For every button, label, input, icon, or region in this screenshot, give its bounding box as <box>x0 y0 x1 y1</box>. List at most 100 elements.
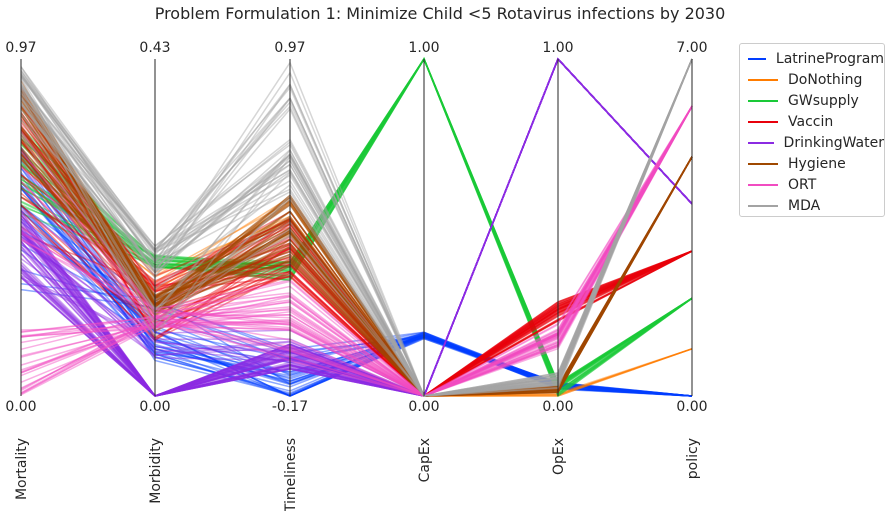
series-latrineprogram-line <box>20 172 693 397</box>
series-mda-line <box>20 58 693 397</box>
series-hygiene-line <box>20 95 693 397</box>
series-hygiene-line <box>20 113 693 397</box>
series-gwsupply-line <box>20 57 693 387</box>
series-gwsupply-line <box>20 57 693 398</box>
series-hygiene-line <box>20 93 693 397</box>
series-mda-line <box>20 58 693 397</box>
series-latrineprogram-line <box>20 155 693 397</box>
series-vaccin-line <box>20 104 693 397</box>
series-drinkingwater-line <box>20 57 693 397</box>
series-vaccin-line <box>20 86 693 397</box>
series-hygiene-line <box>20 133 693 397</box>
series-donothing-line <box>20 177 693 397</box>
series-gwsupply-line <box>20 57 693 385</box>
series-mda-line <box>20 58 693 397</box>
series-mda-line <box>20 58 693 397</box>
series-drinkingwater-line <box>20 57 693 397</box>
series-drinkingwater-line <box>20 57 693 397</box>
series-latrineprogram-line <box>20 164 693 397</box>
series-ort-line <box>20 105 693 397</box>
series-gwsupply-line <box>20 57 693 387</box>
series-gwsupply-line <box>20 57 693 395</box>
series-ort-line <box>20 105 693 397</box>
series-ort-line <box>20 105 693 397</box>
series-mda-line <box>20 58 693 397</box>
series-latrineprogram-line <box>20 147 693 397</box>
series-drinkingwater-line <box>20 57 693 397</box>
axis-max-label-policy: 7.00 <box>676 40 707 56</box>
axis-min-label-opex: 0.00 <box>542 399 573 415</box>
series-hygiene-line <box>20 98 693 397</box>
series-latrineprogram-lines <box>20 146 693 397</box>
series-drinkingwater-line <box>20 57 693 397</box>
series-hygiene-line <box>20 100 693 397</box>
series-latrineprogram-line <box>20 204 693 397</box>
series-drinkingwater-line <box>20 57 693 397</box>
series-vaccin-line <box>20 210 693 397</box>
series-latrineprogram-line <box>20 204 693 397</box>
series-gwsupply-line <box>20 57 693 390</box>
series-vaccin-line <box>20 129 693 397</box>
series-ort-line <box>20 105 693 397</box>
series-vaccin-line <box>20 89 693 397</box>
series-hygiene-line <box>20 90 693 397</box>
series-mda-line <box>20 58 693 397</box>
series-vaccin-line <box>20 128 693 398</box>
series-drinkingwater-line <box>20 57 693 397</box>
series-latrineprogram-line <box>20 217 693 397</box>
series-ort-line <box>20 105 693 397</box>
legend-item-hygiene: Hygiene <box>748 153 884 174</box>
series-mda-line <box>20 58 693 397</box>
series-drinkingwater-line <box>20 57 693 397</box>
series-ort-line <box>20 105 693 397</box>
series-hygiene-line <box>20 94 693 397</box>
series-drinkingwater-line <box>20 57 693 397</box>
series-latrineprogram-line <box>20 282 693 397</box>
series-latrineprogram-line <box>20 150 693 397</box>
series-mda-line <box>20 58 693 397</box>
series-mda-line <box>20 58 693 397</box>
series-drinkingwater-line <box>20 57 693 397</box>
axis-name-mortality: Mortality <box>14 438 30 500</box>
series-latrineprogram-line <box>20 204 693 397</box>
series-ort-line <box>20 105 693 397</box>
series-vaccin-line <box>20 181 693 397</box>
series-hygiene-line <box>20 119 693 397</box>
series-mda-line <box>20 58 693 397</box>
series-drinkingwater-line <box>20 57 693 397</box>
series-mda-line <box>20 58 693 397</box>
series-ort-line <box>20 105 693 397</box>
series-drinkingwater-line <box>20 57 693 397</box>
series-vaccin-line <box>20 196 693 398</box>
series-hygiene-line <box>20 112 693 397</box>
series-ort-line <box>20 105 693 397</box>
series-drinkingwater-line <box>20 57 693 397</box>
series-drinkingwater-line <box>20 57 693 397</box>
series-drinkingwater-line <box>20 57 693 397</box>
legend-swatch <box>748 99 778 102</box>
series-ort-line <box>20 105 693 397</box>
legend-swatch <box>748 204 778 207</box>
series-drinkingwater-line <box>20 57 693 397</box>
series-gwsupply-line <box>20 57 693 396</box>
series-ort-line <box>20 105 693 397</box>
series-ort-line <box>20 105 693 397</box>
series-ort-line <box>20 105 693 397</box>
series-drinkingwater-line <box>20 57 693 397</box>
series-mda-line <box>20 58 693 397</box>
series-vaccin-line <box>20 215 693 397</box>
series-mda-line <box>20 58 693 397</box>
series-ort-line <box>20 105 693 397</box>
series-mda-line <box>20 58 693 397</box>
series-ort-line <box>20 105 693 397</box>
series-gwsupply-lines <box>20 57 693 398</box>
series-ort-line <box>20 105 693 397</box>
series-mda-lines <box>20 58 693 397</box>
series-hygiene-line <box>20 126 693 397</box>
series-hygiene-line <box>20 154 693 397</box>
series-mda-line <box>20 58 693 397</box>
series-hygiene-line <box>20 99 693 397</box>
series-latrineprogram-line <box>20 148 693 397</box>
legend-label: DoNothing <box>788 71 863 88</box>
